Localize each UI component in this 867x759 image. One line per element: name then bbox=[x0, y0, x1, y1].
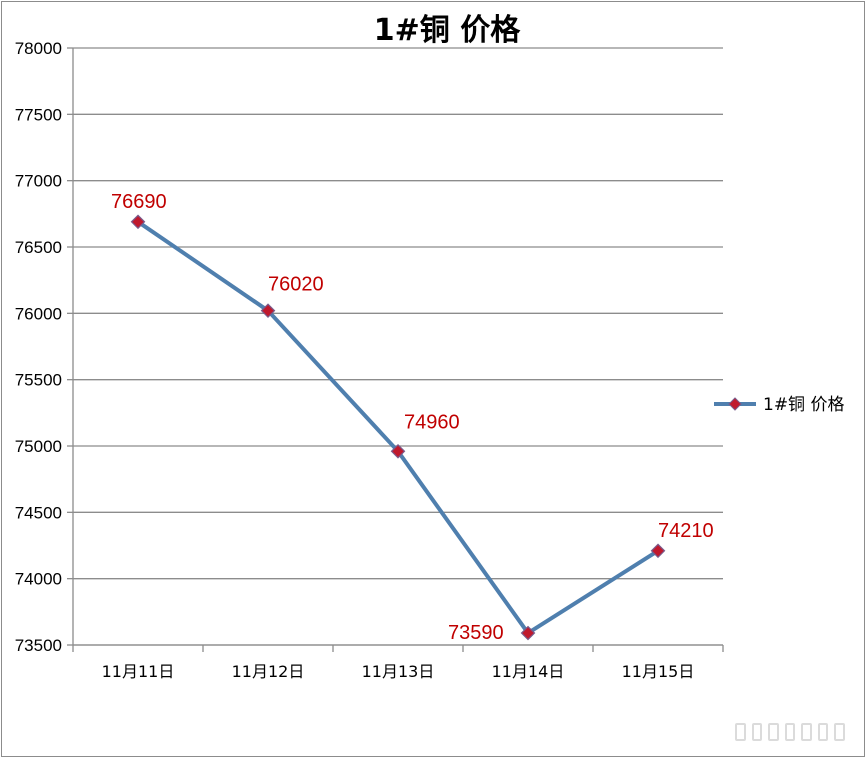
y-axis-ticks: 73500 74000 74500 75000 75500 76000 76500 77000… bbox=[15, 39, 62, 655]
x-tick-label: 11月12日 bbox=[232, 662, 305, 681]
data-point-marker bbox=[130, 214, 146, 230]
data-point-marker bbox=[260, 303, 276, 319]
data-point-marker bbox=[520, 625, 536, 641]
data-point-marker bbox=[390, 443, 406, 459]
data-label: 74210 bbox=[658, 520, 714, 542]
y-tick-label: 77000 bbox=[15, 172, 62, 191]
data-label: 73590 bbox=[448, 622, 504, 644]
axes bbox=[67, 47, 724, 652]
data-point-marker bbox=[650, 543, 666, 559]
x-axis-ticks: 11月11日 11月12日 11月13日 11月14日 11月15日 bbox=[102, 662, 695, 681]
x-tick-label: 11月14日 bbox=[492, 662, 565, 681]
legend-marker bbox=[728, 397, 742, 411]
data-labels: 76690 76020 74960 73590 74210 bbox=[111, 191, 714, 644]
data-label: 76020 bbox=[268, 274, 324, 296]
y-tick-label: 75500 bbox=[15, 371, 62, 390]
watermark bbox=[735, 723, 846, 741]
y-tick-label: 77500 bbox=[15, 105, 62, 124]
x-tick-label: 11月15日 bbox=[622, 662, 695, 681]
y-tick-label: 75000 bbox=[15, 437, 62, 456]
data-label: 74960 bbox=[404, 411, 460, 433]
y-tick-label: 76000 bbox=[15, 304, 62, 323]
gridlines bbox=[73, 47, 723, 646]
y-tick-label: 76500 bbox=[15, 238, 62, 257]
series-line bbox=[136, 220, 660, 636]
data-label: 76690 bbox=[111, 191, 167, 213]
x-tick-label: 11月11日 bbox=[102, 662, 175, 681]
legend-label: 1#铜 价格 bbox=[763, 395, 844, 415]
y-tick-label: 78000 bbox=[15, 39, 62, 58]
series-group bbox=[130, 214, 666, 641]
y-tick-label: 74500 bbox=[15, 503, 62, 522]
x-tick-label: 11月13日 bbox=[362, 662, 435, 681]
chart-title: 1#铜 价格 bbox=[374, 13, 521, 48]
y-tick-label: 74000 bbox=[15, 570, 62, 589]
legend: 1#铜 价格 bbox=[714, 395, 844, 415]
y-tick-label: 73500 bbox=[15, 636, 62, 655]
